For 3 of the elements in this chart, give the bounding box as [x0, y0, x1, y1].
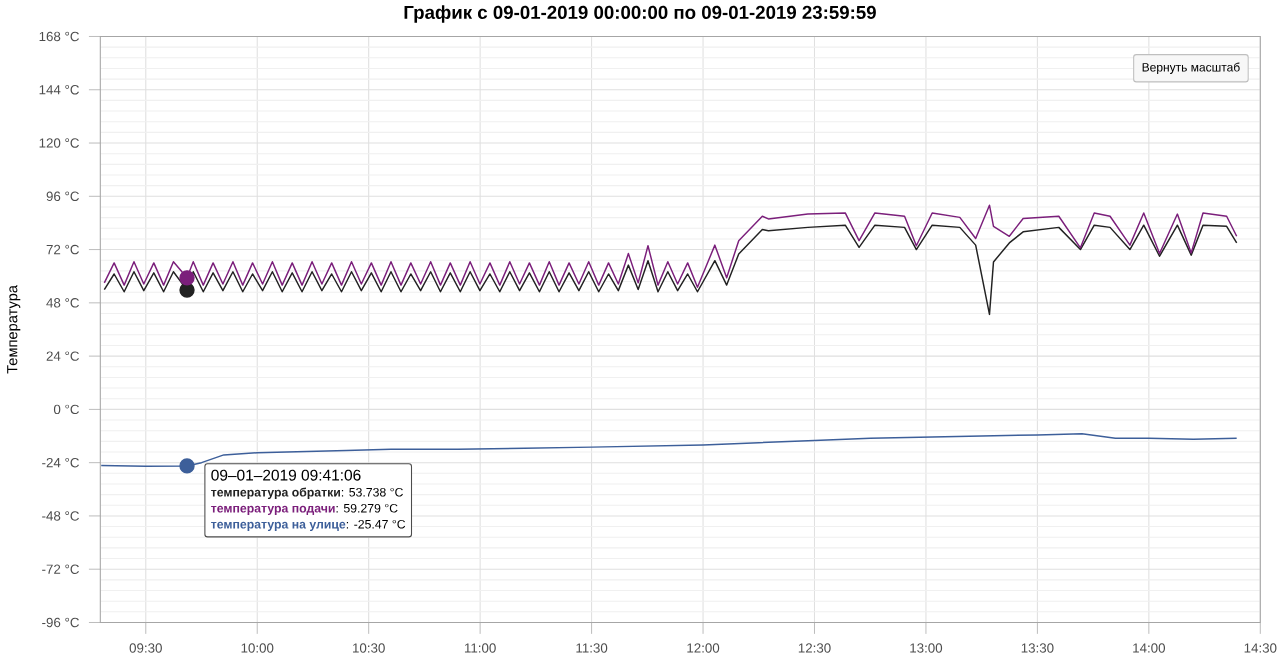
line-series: [103, 204, 1238, 289]
chart-title: График с 09-01-2019 00:00:00 по 09-01-2019 23:59:59: [404, 5, 876, 23]
line-series: [103, 224, 1238, 316]
